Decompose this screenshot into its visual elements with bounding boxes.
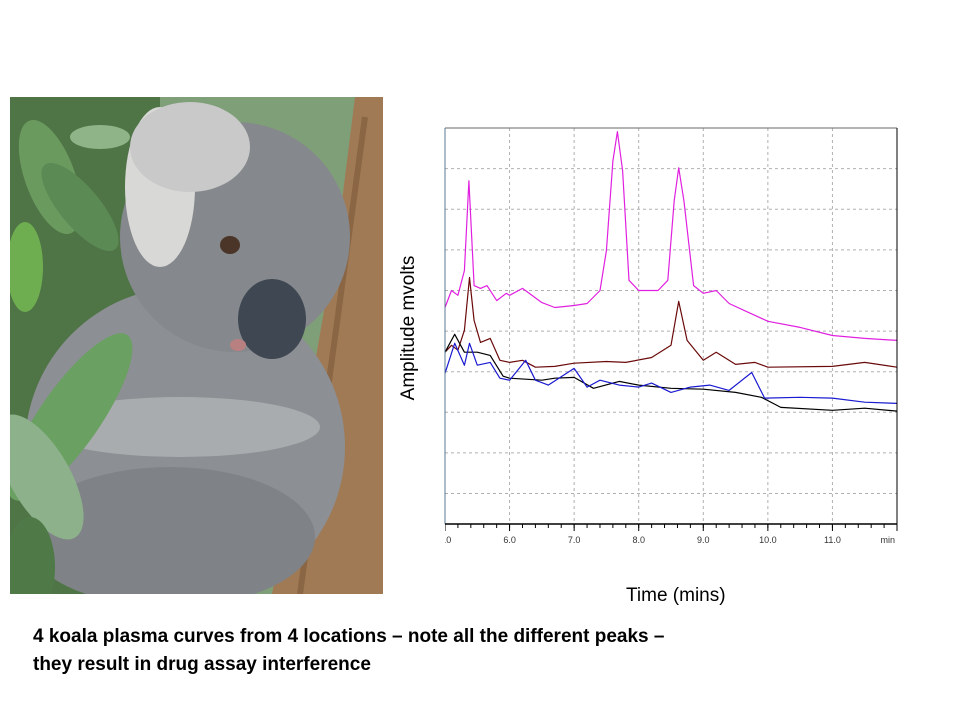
x-tick-label: 6.0 [503, 535, 516, 545]
x-axis-label: Time (mins) [626, 585, 726, 606]
series-line-1 [444, 131, 898, 341]
caption-line-1: 4 koala plasma curves from 4 locations –… [33, 626, 665, 647]
series-line-4 [444, 342, 898, 404]
koala-photo [0, 97, 383, 617]
x-tick-label: 10.0 [759, 535, 777, 545]
x-tick-label: min [880, 535, 895, 545]
slide-caption: 4 koala plasma curves from 4 locations –… [33, 623, 664, 679]
y-axis-label: Amplitude mvolts [398, 255, 419, 401]
series-line-3 [444, 333, 898, 412]
x-tick-label: 7.0 [568, 535, 581, 545]
x-tick-label: 5.0 [439, 535, 452, 545]
caption-line-2: they result in drug assay interference [33, 654, 371, 675]
x-tick-label: 11.0 [824, 535, 841, 545]
x-tick-label: 8.0 [632, 535, 645, 545]
series-line-2 [444, 276, 898, 368]
x-tick-label: 9.0 [697, 535, 710, 545]
